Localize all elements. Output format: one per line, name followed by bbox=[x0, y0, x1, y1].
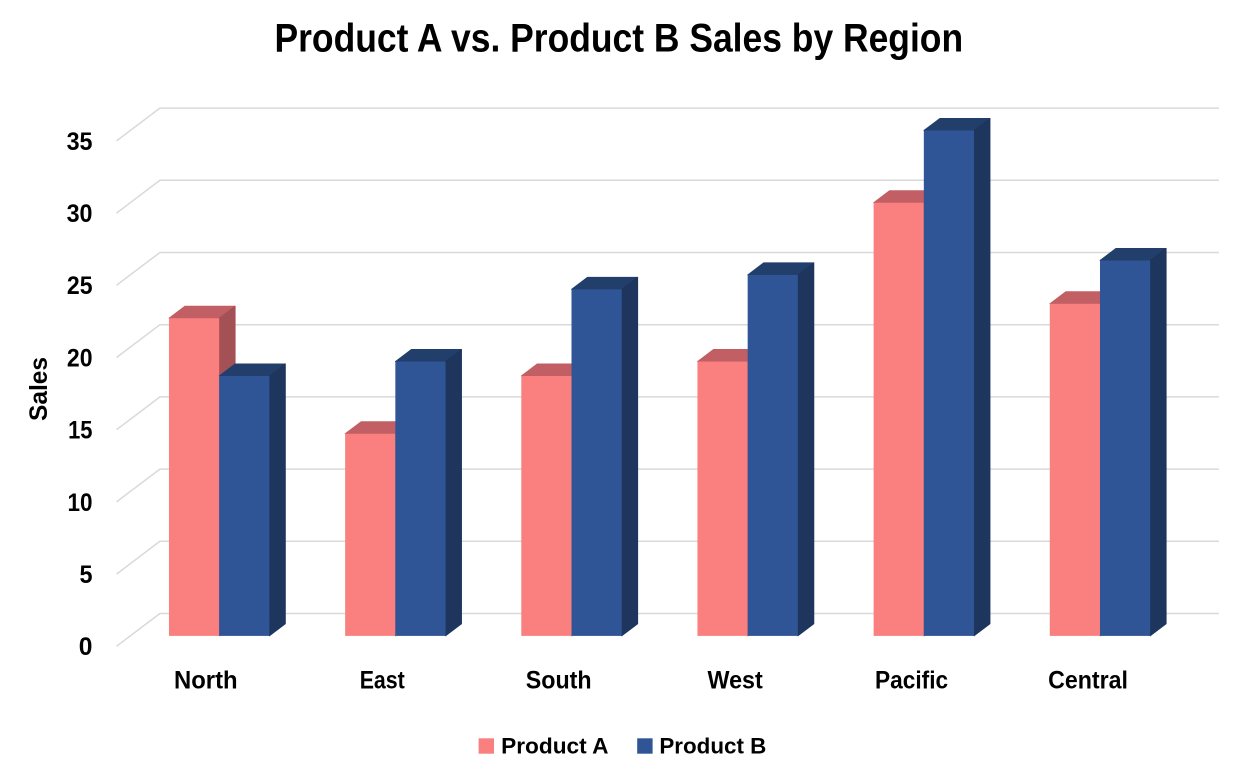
svg-text:35: 35 bbox=[67, 128, 93, 156]
svg-text:5: 5 bbox=[80, 561, 93, 589]
svg-text:Product A vs. Product B Sales: Product A vs. Product B Sales by Region bbox=[275, 16, 964, 60]
svg-text:20: 20 bbox=[67, 344, 93, 372]
svg-text:15: 15 bbox=[68, 417, 92, 445]
svg-text:North: North bbox=[174, 667, 238, 695]
svg-text:South: South bbox=[526, 667, 592, 695]
svg-text:10: 10 bbox=[68, 489, 93, 517]
svg-text:Product B: Product B bbox=[659, 734, 766, 759]
svg-text:Product A: Product A bbox=[501, 734, 608, 759]
svg-text:Central: Central bbox=[1048, 667, 1128, 695]
svg-text:Sales: Sales bbox=[25, 357, 53, 421]
svg-text:West: West bbox=[708, 667, 764, 695]
svg-text:30: 30 bbox=[67, 200, 93, 228]
svg-text:Pacific: Pacific bbox=[875, 667, 948, 695]
svg-text:25: 25 bbox=[67, 272, 93, 300]
svg-text:East: East bbox=[360, 667, 406, 695]
svg-text:0: 0 bbox=[79, 633, 93, 661]
